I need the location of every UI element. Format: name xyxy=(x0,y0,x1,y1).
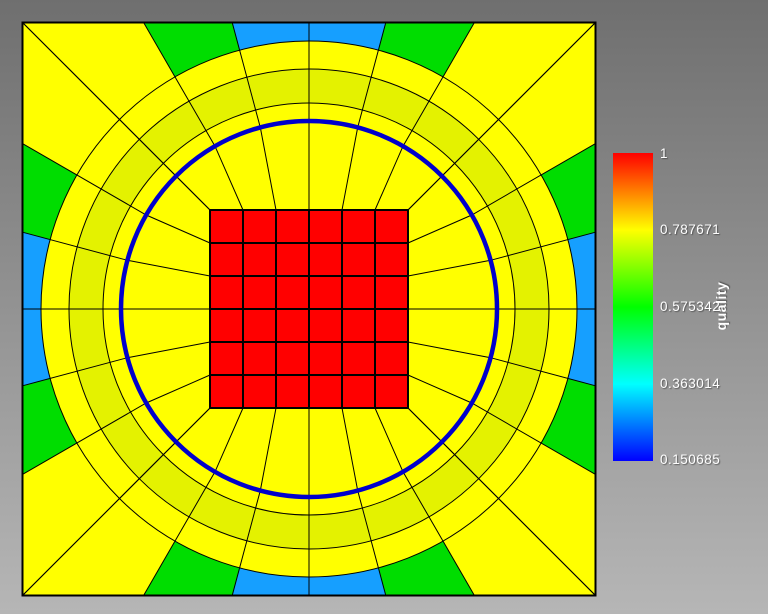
colorbar-tick-label: 1 xyxy=(660,145,669,161)
colorbar-tick-label: 0.150685 xyxy=(660,451,721,467)
colorbar-title: quality xyxy=(713,281,729,331)
colorbar-gradient xyxy=(613,153,653,461)
colorbar-tick-label: 0.787671 xyxy=(660,221,721,237)
refined-block xyxy=(209,209,409,409)
colorbar-tick-label: 0.575342 xyxy=(660,298,721,314)
interface-circle xyxy=(118,118,500,500)
colorbar-tick-label: 0.363014 xyxy=(660,375,721,391)
